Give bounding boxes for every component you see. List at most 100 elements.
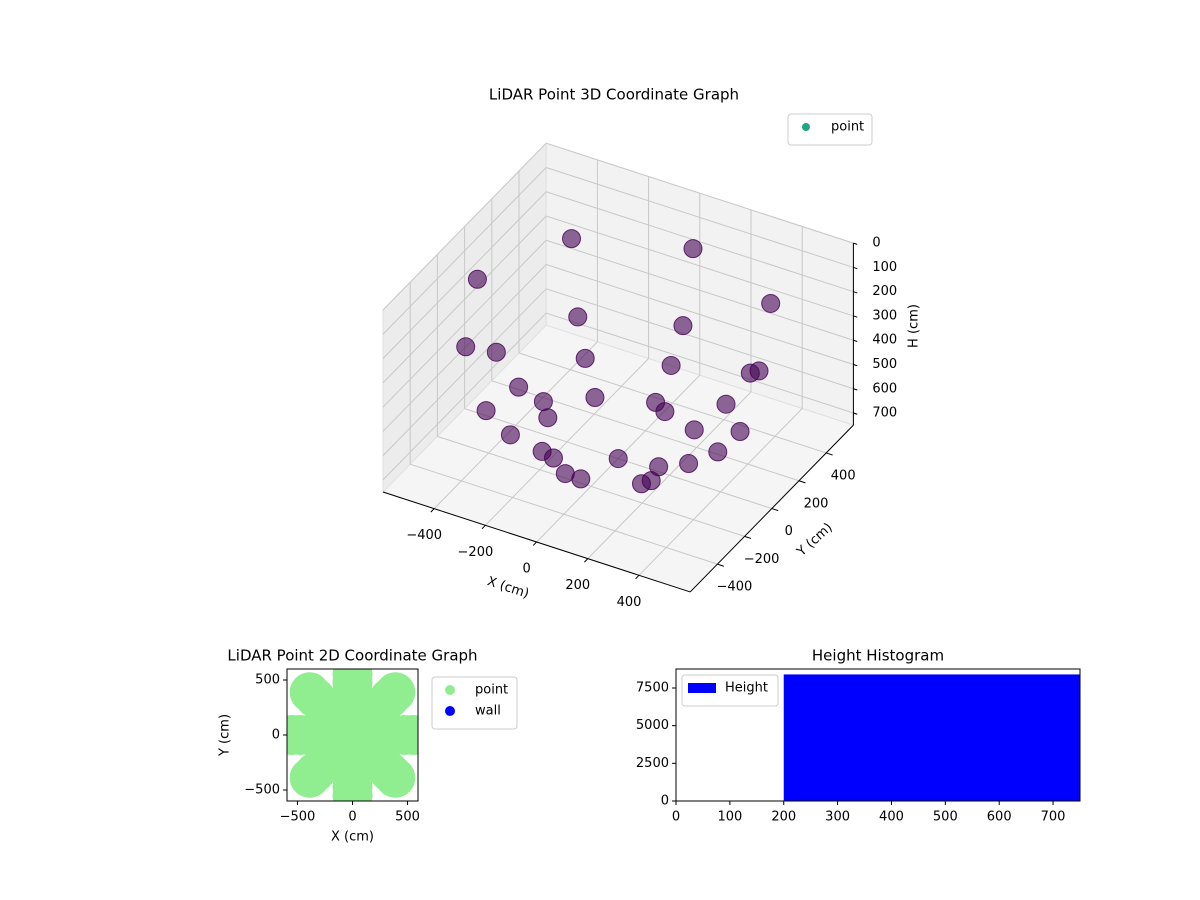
legend-marker <box>445 706 455 716</box>
x-tick-label: 400 <box>617 595 642 610</box>
y-tick-label: −400 <box>717 580 753 595</box>
point <box>740 363 760 383</box>
z-tick <box>853 315 858 318</box>
point <box>500 425 520 445</box>
point <box>476 401 496 421</box>
z-tick-label: 200 <box>872 284 897 299</box>
y-tick-label: 500 <box>255 673 280 688</box>
z-tick <box>853 364 858 367</box>
point <box>571 469 591 489</box>
y-tick-label: 0 <box>661 794 669 809</box>
y-tick-label: 5000 <box>636 718 669 733</box>
legend-label: point <box>475 683 508 698</box>
point <box>568 307 588 327</box>
x-tick-label: 200 <box>565 578 590 593</box>
y-tick-label: 200 <box>804 496 829 511</box>
z-tick-label: 600 <box>872 381 897 396</box>
y-tick-label: −200 <box>744 552 780 567</box>
z-tick <box>853 339 858 342</box>
y-tick-label: 2500 <box>636 756 669 771</box>
legend-box <box>681 674 779 707</box>
x-tick-label: 700 <box>1041 810 1066 825</box>
x-tick-label: 300 <box>825 810 850 825</box>
x-tick-label: 400 <box>879 810 904 825</box>
grid-line <box>382 312 547 481</box>
z-tick-label: 400 <box>872 333 897 348</box>
legend-marker <box>445 685 455 695</box>
point <box>532 441 552 461</box>
grid-line <box>518 352 827 454</box>
x-axis <box>382 491 691 593</box>
x-tick-label: 100 <box>717 810 742 825</box>
y-axis <box>689 424 854 593</box>
y-tick-label: −500 <box>244 783 280 798</box>
grid-line <box>382 215 547 384</box>
grid-line <box>546 239 854 341</box>
grid-line <box>546 191 854 293</box>
y-tick-label: 400 <box>831 468 856 483</box>
grid-line <box>382 288 547 456</box>
point <box>608 449 628 469</box>
point <box>730 421 750 441</box>
x-tick-label: 600 <box>987 810 1012 825</box>
x-axis-label: X (cm) <box>485 574 531 602</box>
grid-line <box>382 142 547 311</box>
grid-line <box>546 215 854 317</box>
grid-line <box>546 312 854 414</box>
x-tick-label: 0 <box>672 810 680 825</box>
grid-line <box>410 463 718 565</box>
point <box>562 229 582 249</box>
point <box>708 442 728 462</box>
chart-title: LiDAR Point 2D Coordinate Graph <box>227 647 477 665</box>
z-tick-label: 0 <box>872 236 880 251</box>
x-tick-label: −400 <box>406 528 442 543</box>
x-tick-label: 500 <box>395 810 420 825</box>
grid-line <box>382 191 547 359</box>
x-tick <box>430 508 435 513</box>
chart-title: LiDAR Point 3D Coordinate Graph <box>489 86 739 104</box>
legend-label: point <box>831 120 864 135</box>
z-tick <box>853 291 858 294</box>
grid-line <box>437 435 745 537</box>
point <box>631 474 651 494</box>
axes-frame <box>675 668 1081 802</box>
point <box>538 408 558 428</box>
grid-line <box>546 264 854 365</box>
y-tick <box>771 508 779 512</box>
z-tick <box>853 412 858 415</box>
y-tick <box>798 480 806 484</box>
x-tick <box>532 541 537 546</box>
z-tick-label: 500 <box>872 357 897 372</box>
z-tick-label: 100 <box>872 260 897 275</box>
point <box>684 420 704 440</box>
x-tick-label: 0 <box>522 561 530 576</box>
y-tick-label: 0 <box>272 728 280 743</box>
legend-marker <box>802 123 810 131</box>
point <box>509 377 529 397</box>
grid-line <box>546 166 854 268</box>
legend-label: Height <box>725 681 768 696</box>
x-tick <box>481 524 486 530</box>
legend-box <box>787 113 873 146</box>
chart-title: Height Histogram <box>812 647 944 665</box>
point <box>646 392 666 412</box>
y-tick <box>826 452 833 456</box>
grid-line <box>546 288 854 390</box>
x-tick <box>584 558 589 563</box>
y-tick <box>744 535 752 539</box>
point <box>661 355 681 375</box>
z-tick-label: 300 <box>872 308 897 323</box>
point <box>673 316 693 336</box>
grid-line <box>382 239 547 408</box>
x-tick-label: 500 <box>933 810 958 825</box>
z-tick <box>853 242 858 245</box>
z-tick <box>853 388 858 391</box>
x-tick <box>635 574 640 580</box>
point <box>683 239 703 259</box>
point <box>456 337 476 357</box>
point <box>332 715 373 755</box>
y-tick <box>717 563 724 567</box>
z-tick-label: 700 <box>872 406 897 421</box>
point <box>575 348 595 368</box>
point <box>679 454 699 474</box>
